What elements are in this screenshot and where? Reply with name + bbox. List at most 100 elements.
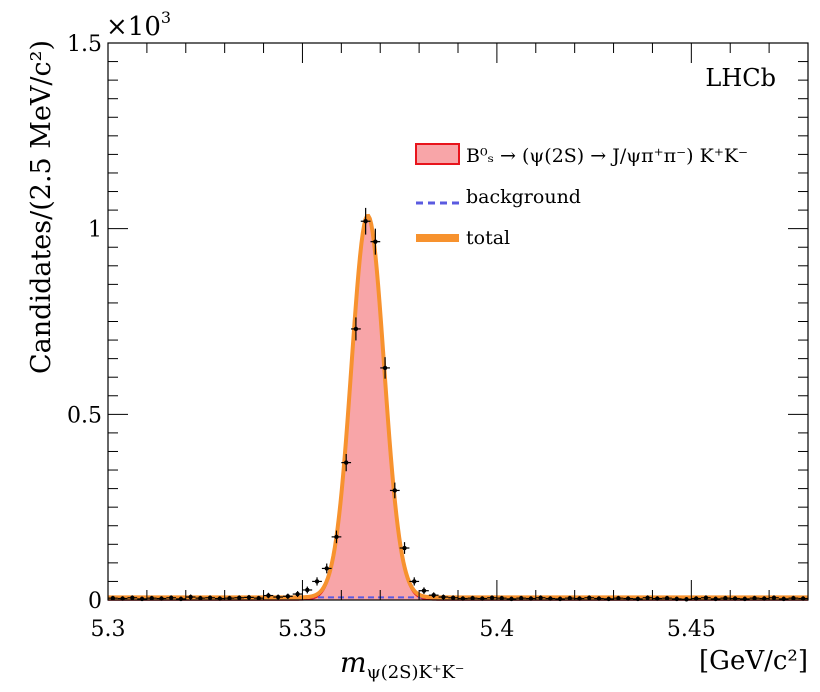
x-tick-label: 5.45 xyxy=(667,617,716,642)
data-point xyxy=(749,595,760,601)
data-point-marker xyxy=(227,595,232,601)
data-point-marker xyxy=(334,534,339,540)
legend-signal-label: B⁰ₛ → (ψ(2S) → J/ψπ⁺π⁻) K⁺K⁻ xyxy=(466,145,748,167)
legend: B⁰ₛ → (ψ(2S) → J/ψπ⁺π⁻) K⁺K⁻ background … xyxy=(415,143,748,249)
axis-ticks xyxy=(107,42,809,601)
data-point-marker xyxy=(684,597,689,602)
data-point xyxy=(234,595,245,600)
data-point xyxy=(788,595,799,601)
data-point-marker xyxy=(198,595,203,601)
data-point xyxy=(642,595,653,600)
data-point-marker xyxy=(266,593,271,598)
data-point-marker xyxy=(256,595,261,601)
data-point-marker xyxy=(518,595,524,601)
data-point xyxy=(292,591,303,598)
data-point xyxy=(487,595,497,600)
data-point-marker xyxy=(470,595,475,601)
data-point xyxy=(127,595,138,600)
data-point xyxy=(166,595,177,600)
x-tick-label: 5.3 xyxy=(91,617,126,642)
data-point-marker xyxy=(188,594,193,600)
legend-total-label: total xyxy=(466,227,510,249)
signal-component-edge xyxy=(108,217,808,601)
data-points xyxy=(108,207,808,602)
data-point-marker xyxy=(285,594,291,599)
y-multiplier: ×103 xyxy=(106,8,171,42)
fit-curves xyxy=(108,213,808,601)
data-point-marker xyxy=(587,595,592,600)
data-point xyxy=(224,595,235,601)
data-point-marker xyxy=(324,566,329,571)
data-point-marker xyxy=(353,326,359,332)
data-point-marker xyxy=(314,579,320,584)
data-point xyxy=(613,595,624,601)
data-point-marker xyxy=(168,595,174,600)
signal-component-fill xyxy=(108,218,808,601)
data-point xyxy=(331,530,342,544)
data-point xyxy=(360,207,371,235)
data-point-marker xyxy=(431,592,436,598)
data-point xyxy=(535,595,546,600)
data-point-marker xyxy=(275,594,281,600)
data-point xyxy=(370,228,381,255)
data-point-marker xyxy=(489,595,495,600)
data-point xyxy=(399,542,410,554)
data-point-marker xyxy=(130,595,135,600)
data-point-marker xyxy=(771,595,777,600)
legend-signal-swatch xyxy=(415,143,460,165)
data-point xyxy=(467,595,478,601)
data-point xyxy=(409,577,420,586)
x-tick-label: 5.35 xyxy=(278,617,327,642)
data-point xyxy=(341,453,352,472)
y-tick-label: 1.5 xyxy=(67,32,102,57)
data-point xyxy=(438,594,449,600)
data-point xyxy=(205,595,215,600)
data-point xyxy=(389,482,400,499)
x-tick-labels: 5.3 5.35 5.4 5.45 xyxy=(91,617,716,642)
data-point-marker xyxy=(110,595,116,601)
data-point-marker xyxy=(723,595,728,601)
total-fit-line xyxy=(108,213,808,600)
data-point xyxy=(448,595,458,600)
data-point-marker xyxy=(441,594,446,600)
data-point-marker xyxy=(392,488,398,493)
data-point xyxy=(769,595,779,600)
data-point xyxy=(302,586,313,594)
data-point-marker xyxy=(343,460,349,465)
data-point-marker xyxy=(246,595,252,600)
data-point-marker xyxy=(237,595,242,600)
data-point xyxy=(380,357,390,379)
y-tick-labels: 0 0.5 1 1.5 xyxy=(67,32,102,614)
data-point xyxy=(185,594,196,600)
data-point xyxy=(496,595,507,601)
data-point-marker xyxy=(538,595,543,600)
y-tick-label: 0 xyxy=(88,589,102,614)
data-point xyxy=(263,592,274,599)
data-point xyxy=(244,594,254,600)
data-point-marker xyxy=(664,595,670,601)
data-point xyxy=(564,595,575,601)
data-point-marker xyxy=(207,595,213,600)
y-tick-label: 0.5 xyxy=(67,403,102,428)
data-point xyxy=(273,594,283,600)
data-point xyxy=(312,577,322,586)
experiment-label: LHCb xyxy=(705,64,776,92)
data-point xyxy=(195,595,206,601)
legend-background-label: background xyxy=(466,186,581,208)
y-axis-label: Candidates/(2.5 MeV/c²) xyxy=(26,40,57,374)
data-point-marker xyxy=(616,595,621,601)
data-point xyxy=(419,587,429,595)
plot-frame xyxy=(107,42,809,601)
data-point xyxy=(253,595,264,601)
data-point-marker xyxy=(703,595,709,600)
data-point-marker xyxy=(373,239,378,244)
data-point-marker xyxy=(421,588,427,593)
data-point-marker xyxy=(295,591,300,597)
data-point-marker xyxy=(305,587,310,593)
data-point-marker xyxy=(791,595,796,601)
x-tick-label: 5.4 xyxy=(479,617,514,642)
data-point xyxy=(701,595,711,600)
data-point xyxy=(283,593,293,599)
data-point xyxy=(321,563,332,574)
